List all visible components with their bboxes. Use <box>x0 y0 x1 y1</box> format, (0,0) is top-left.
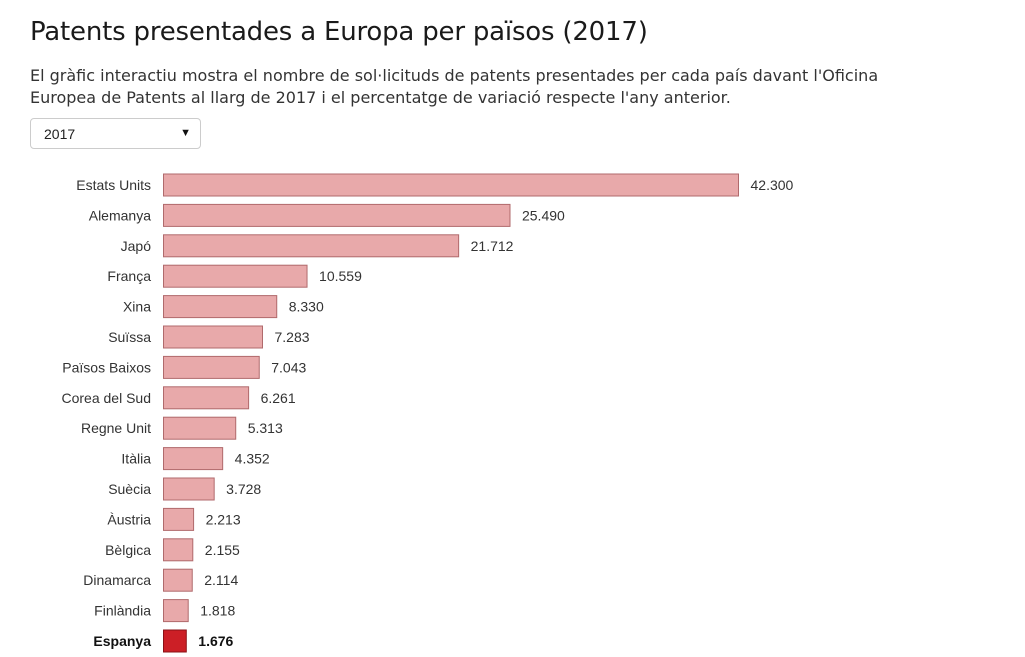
value-label-estats-units: 42.300 <box>751 177 794 193</box>
value-label-paisos-baixos: 7.043 <box>271 359 306 375</box>
bar-finlandia[interactable] <box>163 599 189 623</box>
value-label-xina: 8.330 <box>289 299 324 315</box>
triangle-down-icon: ▼ <box>180 127 191 139</box>
value-label-austria: 2.213 <box>206 511 241 527</box>
category-label-belgica: Bèlgica <box>105 542 151 558</box>
bar-belgica[interactable] <box>163 538 194 562</box>
category-label-austria: Àustria <box>107 511 151 527</box>
value-label-belgica: 2.155 <box>205 542 240 558</box>
bar-espanya[interactable] <box>163 629 187 653</box>
category-label-paisos-baixos: Països Baixos <box>62 359 151 375</box>
bar-suissa[interactable] <box>163 325 264 349</box>
category-label-italia: Itàlia <box>121 451 151 467</box>
category-label-corea-del-sud: Corea del Sud <box>61 390 151 406</box>
bar-italia[interactable] <box>163 447 224 471</box>
bar-estats-units[interactable] <box>163 173 739 197</box>
bar-japo[interactable] <box>163 234 460 258</box>
value-label-regne-unit: 5.313 <box>248 420 283 436</box>
value-label-dinamarca: 2.114 <box>204 572 238 588</box>
category-label-espanya: Espanya <box>93 633 151 649</box>
bar-xina[interactable] <box>163 295 278 319</box>
value-label-corea-del-sud: 6.261 <box>261 390 296 406</box>
value-label-japo: 21.712 <box>471 238 514 254</box>
bar-regne-unit[interactable] <box>163 416 237 440</box>
category-label-regne-unit: Regne Unit <box>81 420 151 436</box>
year-dropdown-value: 2017 <box>44 126 76 142</box>
year-dropdown[interactable]: 2017 ▼ <box>30 118 201 149</box>
value-label-franca: 10.559 <box>319 268 362 284</box>
value-label-finlandia: 1.818 <box>200 603 235 619</box>
bar-dinamarca[interactable] <box>163 568 193 592</box>
category-label-dinamarca: Dinamarca <box>83 572 151 588</box>
page-title: Patents presentades a Europa per països … <box>30 17 648 47</box>
category-label-finlandia: Finlàndia <box>94 603 151 619</box>
bar-alemanya[interactable] <box>163 203 511 227</box>
category-label-xina: Xina <box>123 299 151 315</box>
chart-description: El gràfic interactiu mostra el nombre de… <box>30 66 879 107</box>
category-label-franca: França <box>107 268 151 284</box>
bar-franca[interactable] <box>163 264 308 288</box>
value-label-suissa: 7.283 <box>275 329 310 345</box>
value-label-suecia: 3.728 <box>226 481 261 497</box>
value-label-italia: 4.352 <box>235 451 270 467</box>
category-label-estats-units: Estats Units <box>76 177 151 193</box>
category-label-suissa: Suïssa <box>108 329 151 345</box>
bar-paisos-baixos[interactable] <box>163 355 260 379</box>
value-label-espanya: 1.676 <box>198 633 233 649</box>
bar-austria[interactable] <box>163 507 195 531</box>
bar-suecia[interactable] <box>163 477 215 501</box>
category-label-alemanya: Alemanya <box>89 207 151 223</box>
bar-corea-del-sud[interactable] <box>163 386 250 410</box>
category-label-suecia: Suècia <box>108 481 151 497</box>
category-label-japo: Japó <box>121 238 152 254</box>
value-label-alemanya: 25.490 <box>522 207 565 223</box>
